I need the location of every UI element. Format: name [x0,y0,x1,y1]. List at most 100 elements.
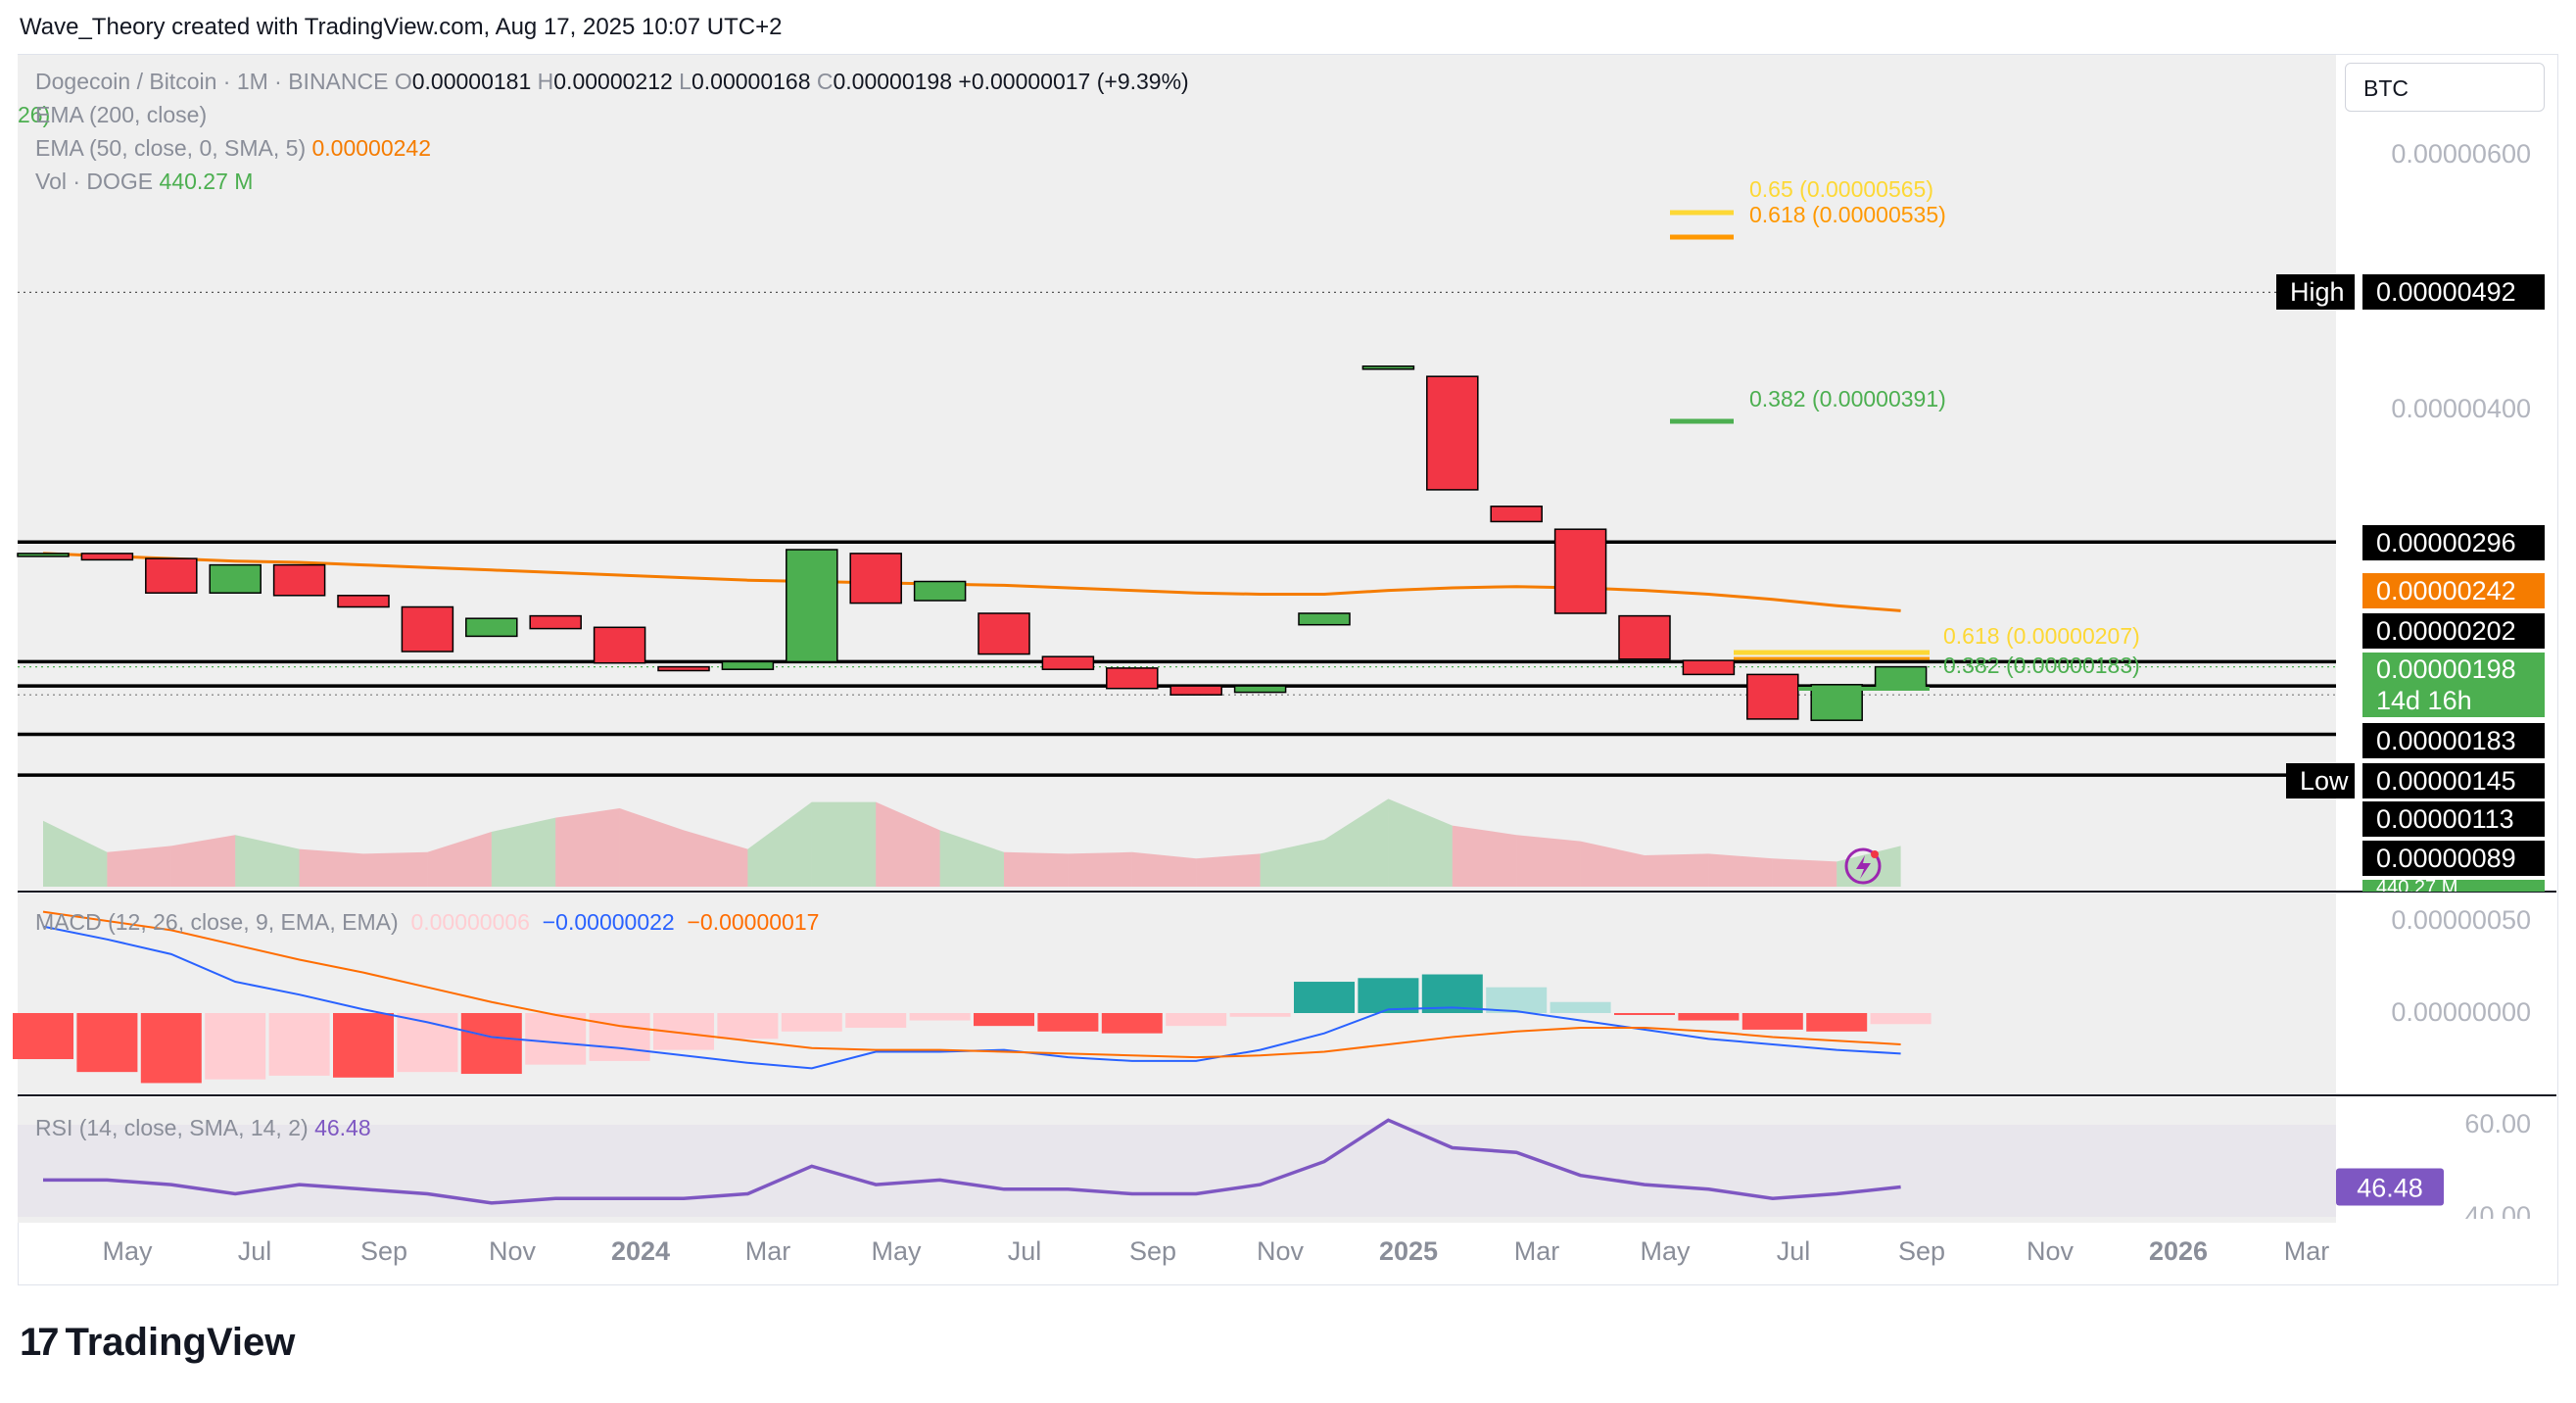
fib-0618-label: 0.618 (0.00000535) [1749,202,1946,227]
macd-histogram-bar [1037,1013,1099,1032]
rsi-pane-bg [18,1097,2336,1223]
volume-area-segment [1645,853,1709,887]
lightning-icon-dot [1871,850,1879,858]
level-202-label: 0.00000202 [2362,613,2545,649]
macd-legend[interactable]: MACD (12, 26, close, 9, EMA, EMA) 0.0000… [35,909,820,935]
low-value: 0.00000168 [691,69,811,94]
candle-body [1298,612,1351,626]
price-pane-bg [18,55,2336,892]
macd-histogram-bar [1166,1013,1227,1027]
open-value: 0.00000181 [411,69,532,94]
compare-symbol-button[interactable]: BTC [2345,63,2545,112]
volume-area-segment [1516,835,1581,887]
volume-area-segment [1452,825,1517,887]
symbol-title: Dogecoin / Bitcoin · 1M · BINANCE [35,69,389,94]
bar-countdown: 14d 16h [2376,686,2472,715]
macd-histogram-bar [1614,1013,1675,1015]
candle-body [786,549,838,663]
volume-area-segment [491,817,556,887]
fib-065-label: 0.65 (0.00000565) [1749,176,1933,202]
volume-area-segment [1837,846,1901,887]
candle-body [978,612,1030,655]
candle-body [913,580,967,602]
candle-body [1553,528,1607,614]
macd-histogram-bar [525,1013,587,1065]
candle-body [1106,667,1159,690]
time-axis-label: Sep [1897,1236,1946,1266]
candle-body [849,553,902,605]
candle-body [1682,659,1736,676]
candle-body [80,553,134,561]
volume-legend[interactable]: Vol · DOGE 440.27 M [35,169,254,194]
volume-area-segment [363,851,428,887]
candle-body [1746,673,1799,720]
candle-body [1490,506,1543,523]
macd-histogram-bar [13,1013,73,1059]
macd-histogram-bar [1550,1001,1611,1013]
candle-body [593,626,646,664]
tradingview-logo-icon: 17 [20,1321,59,1364]
ema200-legend[interactable]: EMA (200, close) [35,102,208,127]
candle-body [1233,685,1287,694]
macd-histogram-bar [1678,1013,1740,1021]
volume-price-label: 440.27 M [2362,880,2545,892]
volume-area-segment [1068,851,1132,887]
rsi-legend[interactable]: RSI (14, close, SMA, 14, 2) 46.48 [35,1115,371,1140]
candle-body [1041,655,1095,670]
volume-area-segment [1388,798,1453,887]
volume-area-segment [1580,841,1645,887]
ema50-price-label: 0.00000242 [2362,573,2545,608]
volume-area-segment [1004,851,1069,887]
price-axis-tick: 0.00000400 [2391,394,2531,423]
candle-body [337,595,390,608]
volume-area-segment [555,808,620,887]
time-axis-label: Nov [1256,1236,1305,1266]
ema50-legend[interactable]: EMA (50, close, 0, SMA, 5) 0.00000242 [35,135,432,161]
macd-histogram-bar [909,1013,971,1021]
candle-body [529,614,582,630]
volume-area-segment [427,832,492,887]
volume-area-segment [1772,858,1837,887]
macd-histogram-bar [1229,1013,1291,1017]
tradingview-logo[interactable]: 17 TradingView [20,1321,296,1364]
candle-body [209,563,262,594]
fib-low-0382-label: 0.382 (0.00000183) [1943,653,2140,678]
time-axis-label: 2026 [2148,1236,2209,1266]
time-axis-label: 2024 [610,1236,671,1266]
volume-area-segment [684,830,748,887]
volume-area-segment [299,848,363,887]
macd-histogram-bar [1486,987,1548,1013]
macd-histogram-bar [333,1013,394,1078]
volume-area-segment [1196,853,1261,887]
macd-histogram-bar [781,1013,842,1032]
rsi-band [18,1125,2336,1217]
volume-area-segment [235,835,300,887]
last-price-label: 0.00000198 14d 16h [2362,653,2545,717]
time-axis-label: May [102,1236,153,1266]
candle-body [1361,365,1415,370]
candle-body [17,553,70,557]
candle-body [657,665,710,672]
volume-area-segment [939,830,1004,887]
volume-area-segment [619,808,684,887]
high-price-label: 0.00000492 [2362,274,2545,310]
time-axis-label: May [1640,1236,1691,1266]
candle-body [1874,665,1928,690]
close-value: 0.00000198 [833,69,953,94]
high-value: 0.00000212 [553,69,673,94]
candle-body [145,557,198,594]
volume-area-segment [1324,798,1389,887]
high-tag: High [2276,274,2355,310]
rsi-line [43,1118,1901,1205]
volume-area-segment [747,801,812,887]
low-price-label: 0.00000145 [2362,763,2545,798]
time-axis-label: Sep [359,1236,408,1266]
low-tag: Low [2286,763,2355,798]
price-axis-tick: 0.00000600 [2391,139,2531,169]
volume-area-segment [1131,851,1197,887]
change-value: +0.00000017 (+9.39%) [958,69,1189,94]
macd-histogram-bar [1741,1013,1803,1030]
time-axis-label: Jul [1007,1236,1042,1266]
time-axis-label: Nov [2026,1236,2075,1266]
